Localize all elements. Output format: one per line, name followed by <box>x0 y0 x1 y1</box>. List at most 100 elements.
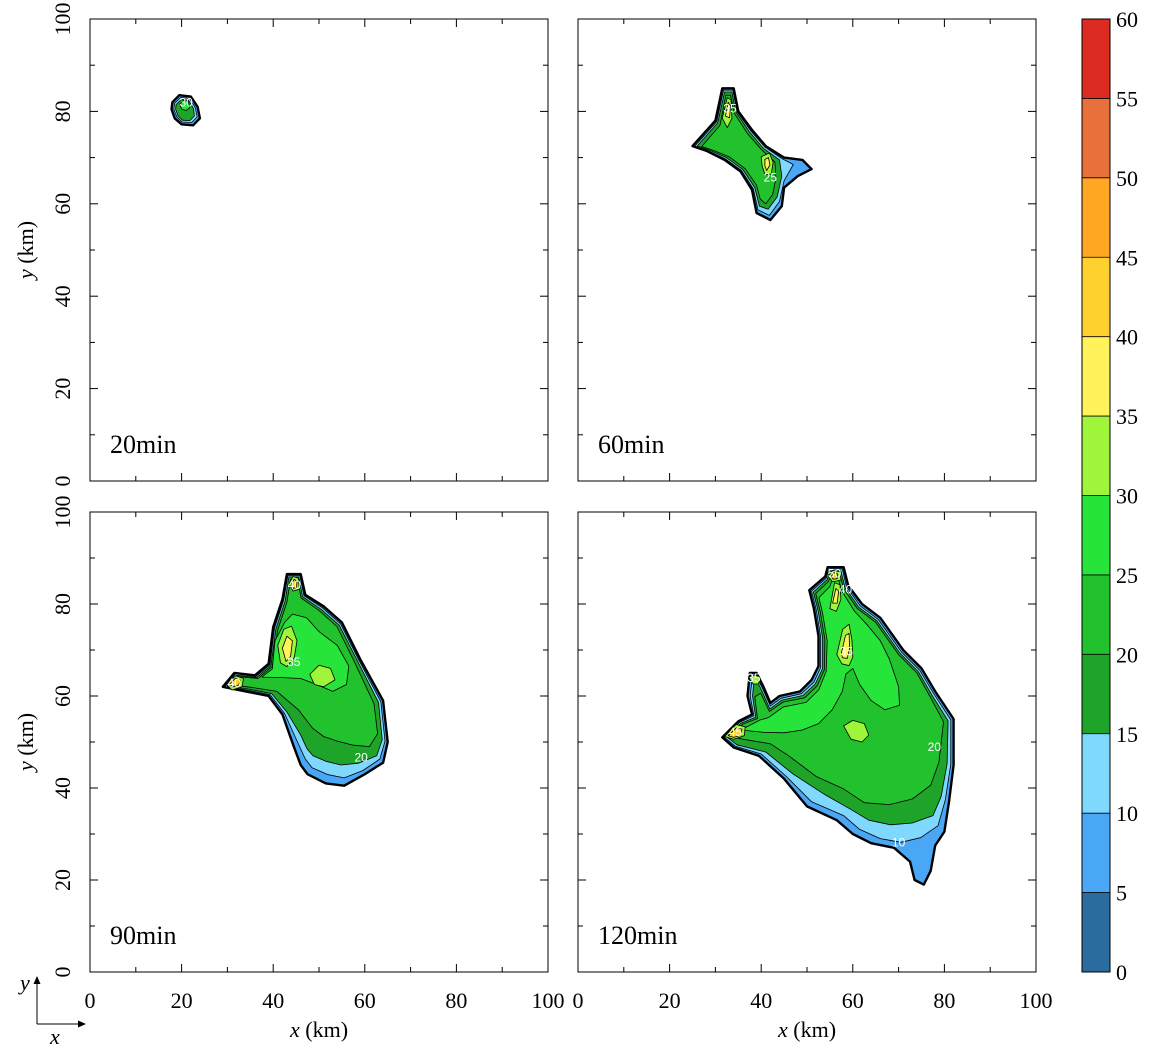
x-tick-label: 0 <box>573 988 584 1013</box>
contour-label: 25 <box>764 171 778 185</box>
colorbar-segment <box>1082 336 1110 417</box>
x-tick-label: 60 <box>354 988 376 1013</box>
contour-region-20 <box>701 94 777 205</box>
plot-area <box>578 19 1036 481</box>
axis-labels: x (km) x (km)y (km)y (km) <box>13 221 836 1042</box>
panels: 3020min020406080100352560min2035404090mi… <box>50 3 1053 1014</box>
x-axis-title-left-var: x <box>289 1017 300 1042</box>
colorbar-segment <box>1082 98 1110 178</box>
x-axis-title-right-var: x <box>777 1017 788 1042</box>
colorbar-tick-label: 15 <box>1116 722 1138 747</box>
contour-label: 35 <box>287 655 301 669</box>
panel-time-label: 90min <box>110 921 176 950</box>
orientation-y-label: y <box>18 970 30 995</box>
contour-label: 35 <box>747 671 761 685</box>
panel-120min: 20 10 35 45 50 35 40 120min 0 20 40 60 80 100 <box>573 511 1053 1013</box>
x-arrow-icon <box>78 1020 86 1028</box>
colorbar-segment <box>1082 892 1110 972</box>
y-tick-label: 40 <box>50 285 75 307</box>
x-tick-label: 60 <box>842 988 864 1013</box>
colorbar-segment <box>1082 257 1110 337</box>
contour-label: 45 <box>729 725 743 739</box>
y-axis-title-top-var: y <box>13 269 38 281</box>
x-tick-label: 20 <box>171 988 193 1013</box>
contour-label: 30 <box>180 95 194 109</box>
contour-region-40 <box>830 572 839 580</box>
contour-region-35 <box>764 157 771 171</box>
plot-area <box>90 19 548 481</box>
colorbar-tick-label: 30 <box>1116 484 1138 509</box>
contour-region-30 <box>309 664 336 688</box>
contour-label: 35 <box>723 101 737 115</box>
colorbar-tick-label: 40 <box>1116 325 1138 350</box>
colorbar-segment <box>1082 495 1110 575</box>
contour-label: 20 <box>928 740 942 754</box>
panel-20min: 30 20min 0 20 40 60 80 100 <box>50 3 549 487</box>
x-tick-label: 40 <box>750 988 772 1013</box>
y-axis-title-bottom: y (km) <box>13 713 38 773</box>
colorbar-segment <box>1082 19 1110 99</box>
colorbar-segment <box>1082 654 1110 734</box>
x-tick-label: 40 <box>262 988 284 1013</box>
y-tick-label: 20 <box>50 378 75 400</box>
y-tick-label: 60 <box>50 193 75 215</box>
y-tick-label: 60 <box>50 685 75 707</box>
colorbar-tick-label: 55 <box>1116 86 1138 111</box>
y-tick-label: 80 <box>50 593 75 615</box>
y-axis-title-top-unit: (km) <box>13 221 38 269</box>
y-tick-label: 0 <box>50 967 75 978</box>
colorbar-tick-label: 0 <box>1116 960 1127 985</box>
colorbar-tick-label: 50 <box>1116 166 1138 191</box>
x-tick-label: 20 <box>659 988 681 1013</box>
y-axis-title-bottom-var: y <box>13 761 38 773</box>
colorbar-segment <box>1082 574 1110 655</box>
x-axis-title-left: x (km) <box>289 1017 348 1042</box>
contour-region-35 <box>725 101 731 119</box>
colorbar-segments <box>1082 19 1110 972</box>
colorbar-segment <box>1082 416 1110 496</box>
colorbar-tick-label: 20 <box>1116 642 1138 667</box>
contour-region-40 <box>229 677 241 688</box>
x-axis-title-right-unit: (km) <box>788 1017 836 1042</box>
x-axis-title-left-unit: (km) <box>300 1017 348 1042</box>
y-tick-label: 100 <box>50 496 75 529</box>
colorbar-segment <box>1082 177 1110 258</box>
colorbar-tick-label: 45 <box>1116 245 1138 270</box>
contour-label: 10 <box>892 835 906 849</box>
contour-label: 40 <box>288 578 302 592</box>
x-tick-label: 80 <box>445 988 467 1013</box>
colorbar-segment <box>1082 733 1110 814</box>
panel-time-label: 60min <box>598 430 664 459</box>
contour-label: 40 <box>228 676 242 690</box>
colorbar-tick-label: 35 <box>1116 404 1138 429</box>
contour-label: 20 <box>354 750 368 764</box>
y-tick-label: 80 <box>50 100 75 122</box>
contour-region-35 <box>832 588 839 604</box>
y-tick-label: 100 <box>50 3 75 36</box>
y-tick-label: 20 <box>50 869 75 891</box>
colorbar-ticks: 0 5 10 15 20 25 30 35 40 45 50 55 60 <box>1082 7 1138 985</box>
contour-region-25 <box>740 577 900 734</box>
x-tick-label: 80 <box>933 988 955 1013</box>
colorbar-tick-label: 25 <box>1116 563 1138 588</box>
panel-90min: 20 35 40 40 90min 0 20 40 60 80 100 0 20 40 60 80 100 <box>50 496 565 1014</box>
y-tick-label: 0 <box>50 476 75 487</box>
y-axis-title-top: y (km) <box>13 221 38 281</box>
x-tick-label: 0 <box>85 988 96 1013</box>
contour-label: 40 <box>839 582 853 596</box>
colorbar-segment <box>1082 813 1110 893</box>
orientation-indicator: y x <box>18 970 86 1046</box>
contour-region-35 <box>281 635 293 662</box>
colorbar-tick-label: 5 <box>1116 881 1127 906</box>
contour-region-30 <box>843 720 870 743</box>
colorbar-tick-label: 10 <box>1116 801 1138 826</box>
contour-region-30 <box>748 674 761 685</box>
x-tick-label: 100 <box>1020 988 1053 1013</box>
panel-time-label: 120min <box>598 921 677 950</box>
panel-time-label: 20min <box>110 430 176 459</box>
contour-region-35 <box>840 633 850 659</box>
contour-region-25 <box>179 99 191 111</box>
contour-label: 35 <box>840 644 854 658</box>
y-tick-label: 40 <box>50 777 75 799</box>
